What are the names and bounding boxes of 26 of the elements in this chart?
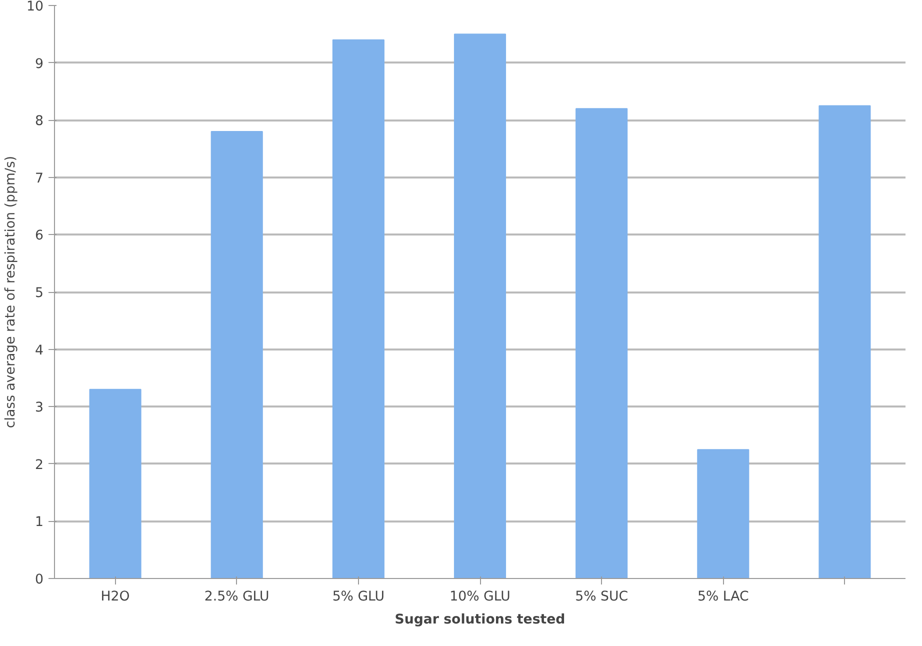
- bar: [210, 131, 263, 578]
- y-tick-label: 10: [26, 0, 44, 14]
- x-tick-label: 10% GLU: [450, 590, 510, 604]
- y-tick-label: 8: [35, 114, 44, 130]
- y-axis-title: class average rate of respiration (ppm/s): [4, 156, 19, 428]
- y-tick-label: 3: [35, 400, 44, 416]
- bar: [332, 39, 384, 578]
- x-tick-label: 5% SUC: [575, 590, 628, 604]
- y-tick-label: 0: [35, 572, 44, 588]
- y-tick-label: 4: [35, 343, 44, 358]
- y-tick-label: 9: [35, 56, 44, 72]
- bar: [576, 108, 628, 578]
- y-tick-label: 2: [35, 458, 44, 473]
- y-tick-label: 6: [35, 228, 44, 244]
- x-tick-label: 2.5% GLU: [204, 590, 270, 604]
- bar: [818, 105, 871, 578]
- y-tick-label: 7: [35, 171, 44, 186]
- x-axis-title: Sugar solutions tested: [394, 612, 566, 628]
- bar: [89, 388, 142, 578]
- bar: [697, 449, 750, 578]
- y-tick-label: 1: [35, 515, 44, 530]
- x-tick-label: H2O: [100, 590, 130, 604]
- y-tick-label: 5: [35, 286, 44, 301]
- bar: [454, 34, 506, 578]
- x-tick-label: 5% LAC: [697, 590, 749, 604]
- x-tick-label: 5% GLU: [332, 590, 385, 604]
